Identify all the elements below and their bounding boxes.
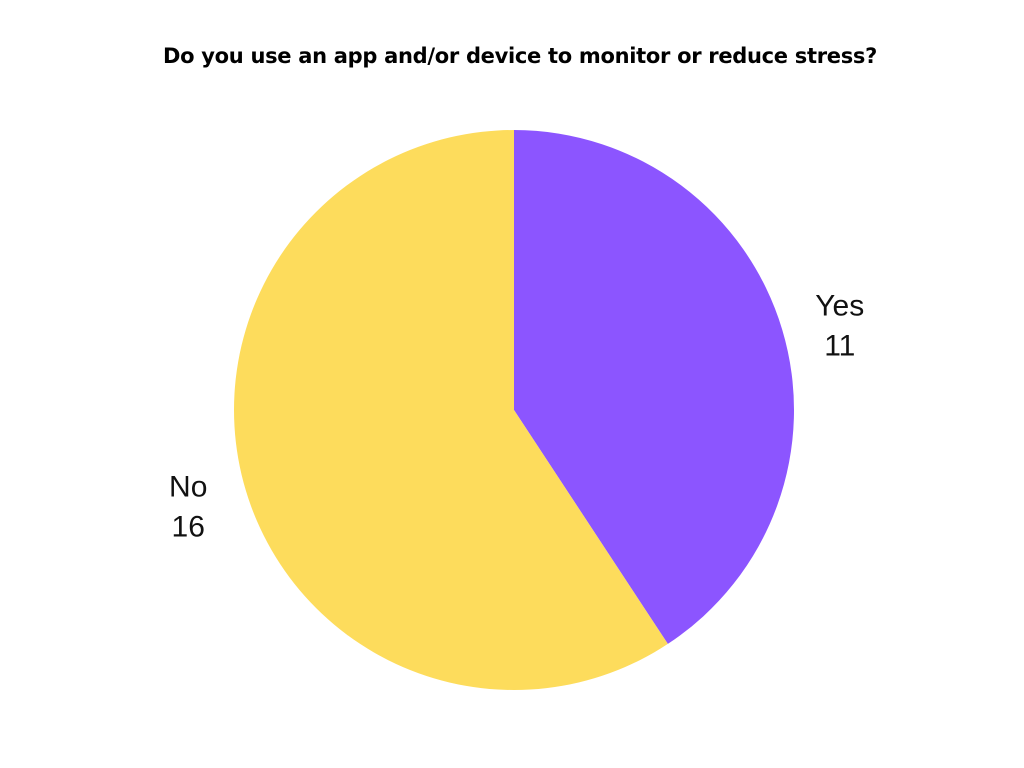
pie-slice-no	[233, 130, 668, 690]
pie-labels: Yes 11 No 16	[169, 290, 864, 544]
chart-title: Do you use an app and/or device to monit…	[163, 44, 877, 68]
slice-value-yes: 11	[824, 330, 855, 363]
pie-slices	[233, 130, 794, 690]
pie-slice-yes	[514, 130, 794, 644]
slice-label-yes: Yes	[815, 290, 864, 323]
slice-label-no: No	[169, 470, 207, 503]
slice-value-no: 16	[172, 510, 205, 543]
